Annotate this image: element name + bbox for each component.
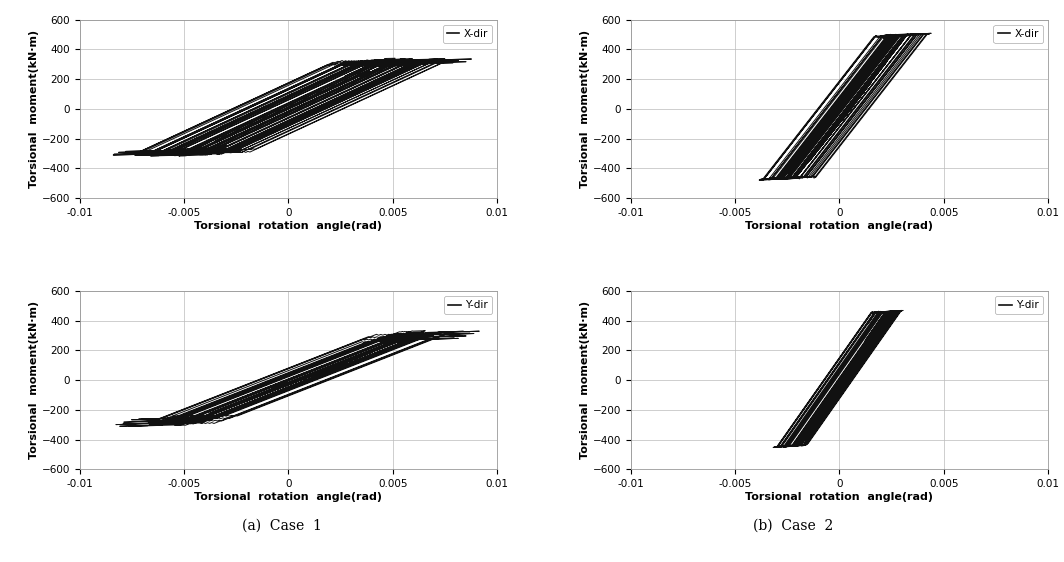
X-axis label: Torsional  rotation  angle(rad): Torsional rotation angle(rad) bbox=[195, 220, 382, 230]
Y-axis label: Torsional  moment(kN·m): Torsional moment(kN·m) bbox=[580, 30, 589, 188]
Legend: X-dir: X-dir bbox=[443, 25, 492, 43]
Legend: Y-dir: Y-dir bbox=[444, 296, 492, 314]
X-axis label: Torsional  rotation  angle(rad): Torsional rotation angle(rad) bbox=[746, 492, 933, 502]
Y-axis label: Torsional  moment(kN·m): Torsional moment(kN·m) bbox=[29, 30, 39, 188]
Text: (a)  Case  1: (a) Case 1 bbox=[242, 519, 322, 532]
Legend: X-dir: X-dir bbox=[994, 25, 1043, 43]
Text: (b)  Case  2: (b) Case 2 bbox=[752, 519, 833, 532]
Y-axis label: Torsional  moment(kN·m): Torsional moment(kN·m) bbox=[29, 301, 39, 459]
X-axis label: Torsional  rotation  angle(rad): Torsional rotation angle(rad) bbox=[746, 220, 933, 230]
Y-axis label: Torsional  moment(kN·m): Torsional moment(kN·m) bbox=[580, 301, 589, 459]
X-axis label: Torsional  rotation  angle(rad): Torsional rotation angle(rad) bbox=[195, 492, 382, 502]
Legend: Y-dir: Y-dir bbox=[995, 296, 1043, 314]
